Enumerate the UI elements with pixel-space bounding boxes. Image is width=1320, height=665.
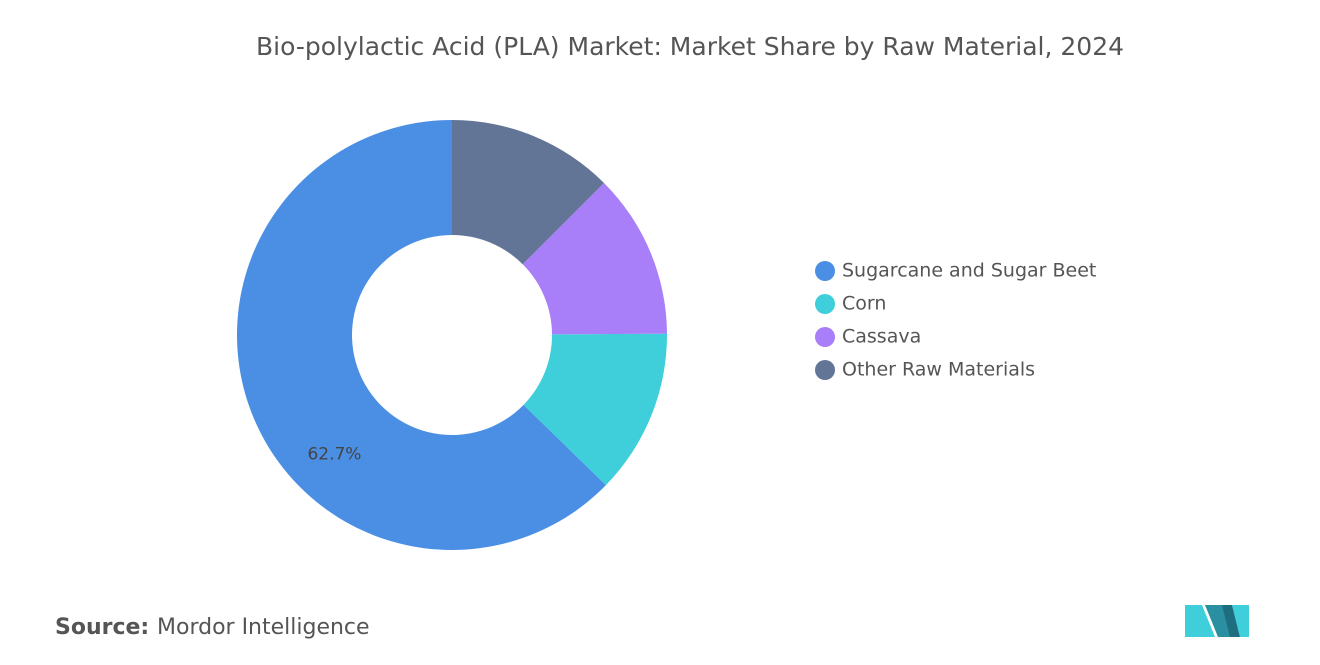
source: Mordor Intelligence (157, 615, 370, 640)
logo (1185, 605, 1249, 637)
donut-slice (452, 120, 605, 265)
legend-label: Cassava (842, 326, 921, 348)
donut-slice (523, 333, 667, 486)
donut-slice (522, 182, 667, 335)
legend-label: Other Raw Materials (842, 359, 1035, 381)
data-label: 62.7% (307, 444, 361, 464)
chart-title: Bio-polylactic Acid (PLA) Market: Market… (256, 32, 1124, 61)
legend-marker (815, 294, 835, 314)
donut-slice (236, 120, 606, 551)
legend-marker (815, 327, 835, 347)
legend-label: Corn (842, 293, 886, 315)
legend-marker (815, 360, 835, 380)
legend-marker (815, 261, 835, 281)
source-label: Source: (55, 615, 149, 640)
legend-label: Sugarcane and Sugar Beet (842, 260, 1096, 282)
